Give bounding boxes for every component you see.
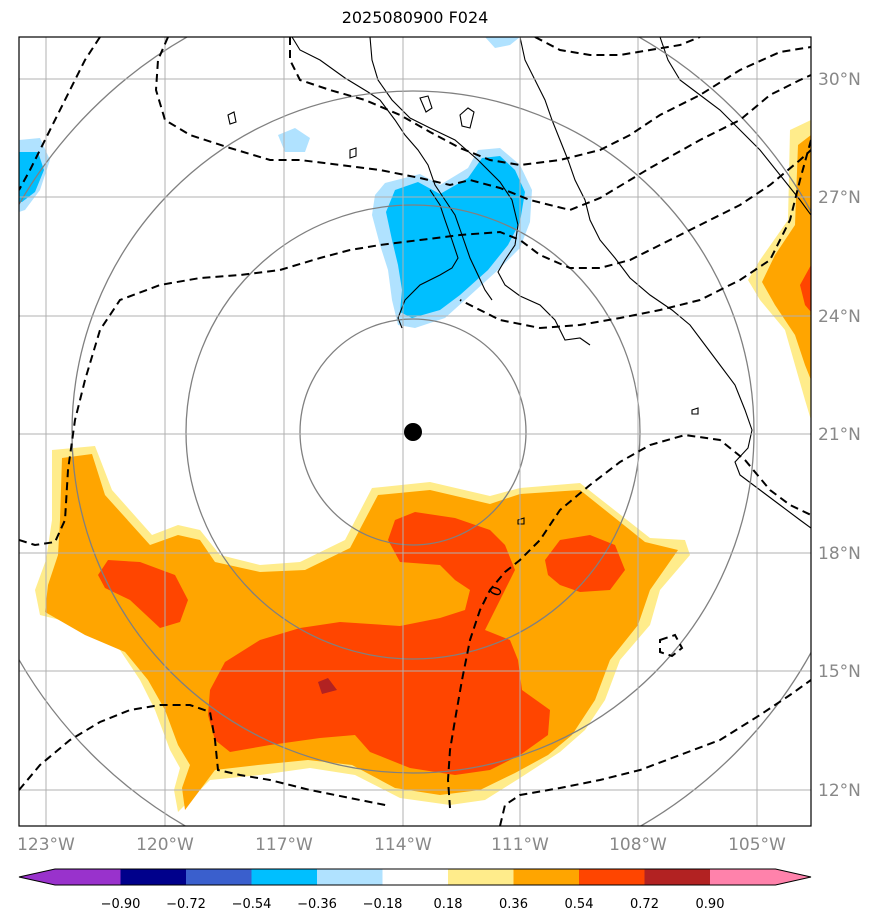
- lat-label-21n: 21°N: [818, 425, 861, 445]
- contour-small-east: [659, 633, 684, 658]
- anomaly-fill-light-blue-north: [485, 37, 520, 48]
- lon-label-114w: 114°W: [374, 835, 432, 855]
- colorbar-segment-11: [710, 869, 776, 885]
- colorbar-segment-6: [382, 869, 448, 885]
- range-ring-2: [185, 204, 641, 660]
- colorbar-tick-label: 0.18: [434, 897, 463, 912]
- contour-north-1: [154, 37, 811, 212]
- dashed-contours: [19, 37, 811, 826]
- map-content: 0: [19, 37, 811, 826]
- contour-southeast: [499, 679, 811, 826]
- colorbar-tick-label: −0.54: [232, 897, 272, 912]
- colorbar-extend-left: [19, 869, 55, 885]
- colorbar-segment-5: [317, 869, 383, 885]
- coastline-mainland: [369, 37, 591, 346]
- lon-label-108w: 108°W: [609, 835, 667, 855]
- coastlines: [227, 37, 811, 529]
- storm-center-marker: [404, 423, 422, 441]
- colorbar-tick-label: 0.36: [499, 897, 528, 912]
- anomaly-fill-light-blue-small: [278, 128, 310, 152]
- longitude-labels: 123°W 120°W 117°W 114°W 111°W 108°W 105°…: [17, 835, 786, 855]
- anomaly-fill-max: [318, 678, 337, 694]
- colorbar-tick-label: −0.90: [101, 897, 141, 912]
- contour-middle-west: [19, 149, 811, 547]
- gridlines: [19, 37, 811, 826]
- colorbar-tick-label: 0.72: [630, 897, 659, 912]
- coastline-islands: [227, 95, 699, 525]
- colorbar-tick-label: −0.36: [297, 897, 337, 912]
- colorbar-segment-2: [120, 869, 186, 885]
- lon-label-117w: 117°W: [255, 835, 313, 855]
- lat-label-18n: 18°N: [818, 544, 861, 564]
- contour-south: [19, 704, 391, 807]
- coastline-baja: [291, 37, 493, 301]
- colorbar-tick-label: −0.18: [363, 897, 403, 912]
- lat-label-15n: 15°N: [818, 662, 861, 682]
- lon-label-120w: 120°W: [136, 835, 194, 855]
- lon-label-123w: 123°W: [17, 835, 75, 855]
- colorbar-segment-7: [448, 869, 514, 885]
- lon-label-105w: 105°W: [728, 835, 786, 855]
- colorbar-segment-9: [579, 869, 645, 885]
- lat-label-27n: 27°N: [818, 188, 861, 208]
- positive-anomaly-region: [35, 446, 690, 812]
- contour-middle-east: [459, 139, 811, 330]
- anomaly-fill-red-main: [208, 512, 550, 775]
- range-ring-3: [71, 90, 755, 774]
- colorbar-segment-10: [644, 869, 710, 885]
- anomaly-fill-blue-nw: [19, 152, 44, 202]
- colorbar-extend-right: [775, 869, 811, 885]
- colorbar-tick-label: −0.72: [166, 897, 206, 912]
- anomaly-fill-orange-east: [762, 135, 811, 380]
- coastline-gulf-east: [519, 37, 811, 529]
- colorbar-tick-label: 0.90: [696, 897, 725, 912]
- anomaly-fill-red-east-edge: [800, 265, 811, 312]
- colorbar-tick-label: 0.54: [565, 897, 594, 912]
- lat-label-12n: 12°N: [818, 781, 861, 801]
- contour-zero: [446, 433, 811, 809]
- contour-nw: [19, 37, 101, 191]
- colorbar-segment-1: [55, 869, 121, 885]
- colorbar-outline: [18, 868, 812, 886]
- coastline-mainland-east-edge: [659, 37, 811, 216]
- anomaly-fill-red-east: [545, 535, 625, 592]
- lat-label-30n: 30°N: [818, 70, 861, 90]
- latitude-labels: 30°N 27°N 24°N 21°N 18°N 15°N 12°N: [818, 70, 861, 801]
- contour-north-2: [289, 37, 811, 167]
- map-frame: [18, 36, 812, 827]
- lat-label-24n: 24°N: [818, 307, 861, 327]
- colorbar-segment-3: [186, 869, 252, 885]
- lon-label-111w: 111°W: [491, 835, 549, 855]
- colorbar-segment-8: [513, 869, 579, 885]
- colorbar-segment-4: [251, 869, 317, 885]
- colorbar: −0.90 −0.72 −0.54 −0.36 −0.18 0.18 0.36 …: [18, 868, 812, 912]
- contour-north-3: [534, 37, 701, 56]
- range-rings: [19, 37, 811, 826]
- range-ring-1: [299, 318, 527, 546]
- map-title: 2025080900 F024: [341, 8, 489, 27]
